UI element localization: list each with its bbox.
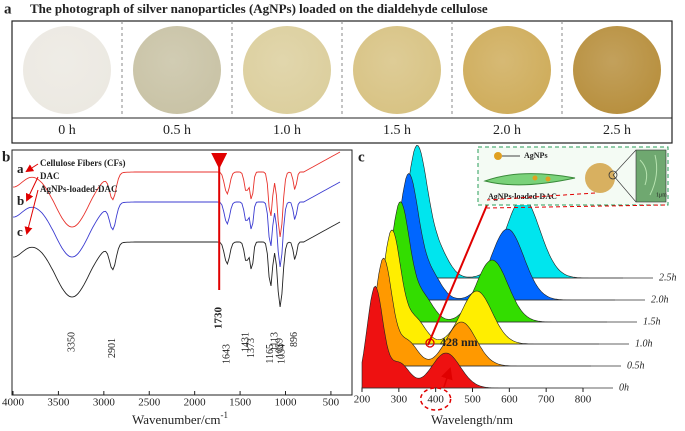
sample-photo (133, 26, 221, 114)
x-tick-label: 200 (354, 394, 371, 406)
x-tick-label: 600 (501, 394, 518, 406)
x-axis-label: Wavelength/nm (431, 412, 513, 427)
inset-label: AgNPs-loaded-DAC (488, 192, 557, 201)
inset-label: AgNPs (524, 151, 548, 160)
x-tick-label: 500 (323, 397, 340, 409)
x-tick-label: 700 (538, 394, 555, 406)
x-tick-label: 3500 (47, 397, 70, 409)
time-label: 0.5 h (163, 123, 191, 138)
peak-label: 2901 (107, 338, 118, 358)
arrow (441, 367, 453, 389)
spectrum (12, 221, 341, 308)
time-label: 0.5h (627, 360, 645, 371)
x-tick-label: 2500 (138, 397, 161, 409)
legend-arrow (24, 189, 39, 235)
x-tick-label: 4000 (2, 397, 25, 409)
callout-line (486, 204, 666, 209)
x-tick-label: 300 (391, 394, 408, 406)
time-label: 2.5 h (603, 123, 631, 138)
sample-photo (243, 26, 331, 114)
peak-label: 896 (289, 332, 300, 347)
time-label: 1.5h (643, 316, 661, 327)
peak-label: 1431 (241, 332, 252, 352)
time-label: 1.0h (635, 338, 653, 349)
peak-label: 1643 (221, 344, 232, 364)
annotation: 428 nm (440, 335, 478, 349)
x-tick-label: 800 (575, 394, 592, 406)
sample-photo (353, 26, 441, 114)
sample-photo (585, 163, 615, 193)
legend-label: DAC (40, 171, 60, 181)
fiber-icon (483, 173, 576, 186)
sample-photo (23, 26, 111, 114)
curve-letter: c (17, 224, 23, 239)
peak-label: 1165 (265, 344, 276, 364)
x-tick-label: 2000 (184, 397, 207, 409)
time-label: 0 h (58, 123, 76, 138)
particle-icon (545, 176, 551, 182)
peak-label: 1373 (246, 338, 257, 358)
peak-label: 1034 (277, 344, 288, 364)
panel-letter: b (2, 149, 10, 165)
peak-label: 1730 (213, 307, 225, 330)
sem-texture (639, 154, 658, 196)
spectrum (12, 181, 341, 268)
trend-line (427, 204, 488, 346)
highlight-circle (419, 387, 452, 411)
sample-photo (573, 26, 661, 114)
x-tick-label: 3000 (93, 397, 116, 409)
time-label: 2.5h (659, 272, 677, 283)
time-label: 1.5 h (383, 123, 411, 138)
x-tick-label: 400 (427, 394, 444, 406)
panel-letter: a (4, 1, 12, 17)
peak-label: 1059 (274, 338, 285, 358)
time-label: 0h (619, 382, 629, 393)
sample-photo (463, 26, 551, 114)
legend-label: Cellulose Fibers (CFs) (40, 158, 126, 168)
legend-arrow (25, 176, 39, 202)
uv-vis-chart: 2.5h 2.0h 1.5h 1.0h 0.5h 0h 200 300 400 500 600 700… (354, 145, 677, 411)
peak-point (425, 338, 435, 348)
x-tick-label: 1000 (275, 397, 298, 409)
time-label: 1.0 h (273, 123, 301, 138)
x-axis-label: Wavenumber/cm-1 (132, 410, 228, 427)
panel-title: The photograph of silver nanoparticles (… (30, 1, 488, 16)
spectrum (12, 151, 341, 238)
particle-icon (494, 152, 502, 160)
time-label: 2.0h (651, 294, 669, 305)
x-tick-label: 500 (464, 394, 481, 406)
peak-label: 3350 (66, 332, 77, 352)
curve-letter: b (17, 193, 24, 208)
time-label: 2.0 h (493, 123, 521, 138)
ftir-chart: 4000 3500 3000 2500 2000 1500 1000 500 a Cellulos… (2, 151, 341, 409)
zoom-line (612, 149, 637, 176)
x-tick-label: 1500 (229, 397, 252, 409)
legend-label: AgNPs-loaded-DAC (40, 184, 118, 194)
peak-label: 1113 (270, 332, 281, 351)
curve-letter: a (17, 161, 24, 176)
particle-icon (532, 175, 538, 181)
panel-letter: c (358, 149, 365, 165)
zoom-line (612, 174, 637, 203)
legend-arrow (25, 163, 39, 173)
scale-label: 1μm (656, 192, 667, 198)
plot-frame (11, 149, 353, 396)
photo-row: 0 h 0.5 h 1.0 h 1.5 h 2.0 h 2.5 h (23, 21, 661, 138)
zoom-circle (608, 170, 618, 180)
